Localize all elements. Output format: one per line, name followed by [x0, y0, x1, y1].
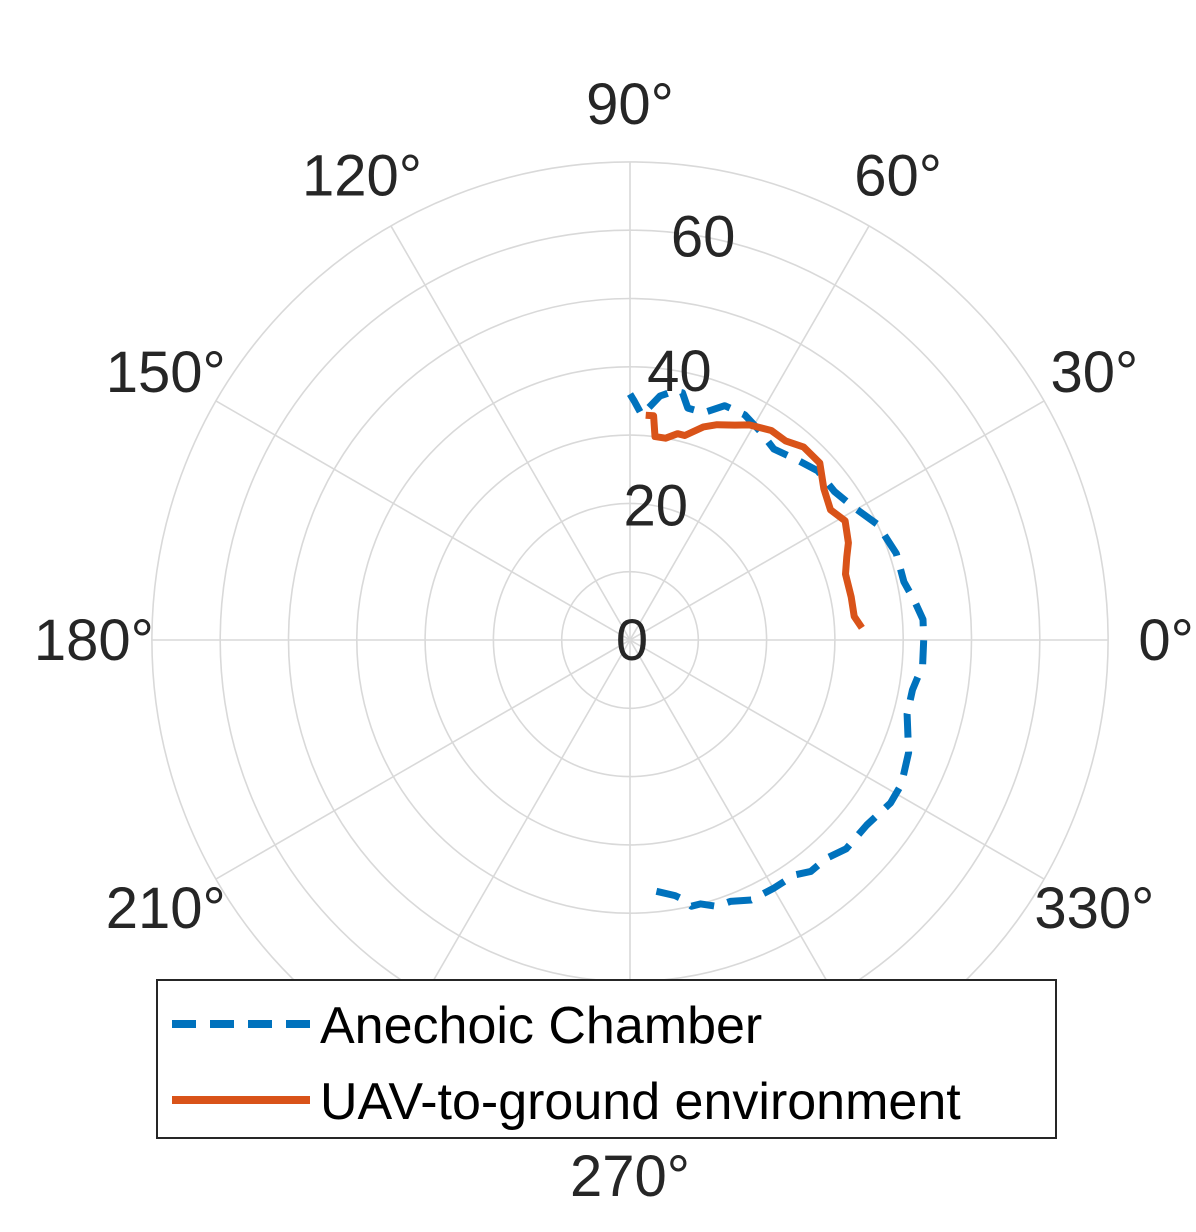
grid-spoke-120: [390, 225, 631, 641]
legend: Anechoic Chamber UAV-to-ground environme…: [156, 979, 1057, 1139]
r-tick-label-20: 20: [623, 473, 688, 538]
r-tick-label-60: 60: [671, 204, 736, 269]
angle-tick-label-120: 120°: [302, 144, 422, 209]
angle-tick-label-150: 150°: [106, 340, 226, 405]
grid-spoke-30: [629, 400, 1045, 641]
grid-spoke-330: [629, 639, 1045, 880]
radial-tick-labels: 0 20 40 60: [616, 204, 736, 673]
angle-tick-label-330: 330°: [1034, 876, 1154, 941]
angle-tick-label-180: 180°: [34, 608, 154, 673]
angle-tick-label-30: 30°: [1050, 340, 1138, 405]
series-line-0: [627, 387, 928, 910]
angle-tick-label-60: 60°: [854, 144, 942, 209]
r-tick-label-0: 0: [616, 608, 648, 673]
grid-spoke-150: [215, 400, 631, 641]
grid-spoke-60: [629, 225, 870, 641]
legend-label-uav-to-ground: UAV-to-ground environment: [320, 1073, 961, 1131]
angle-tick-label-210: 210°: [106, 876, 226, 941]
angle-tick-label-270: 270°: [570, 1144, 690, 1209]
series-layer: [627, 387, 928, 910]
r-tick-label-40: 40: [647, 339, 712, 404]
legend-label-anechoic-chamber: Anechoic Chamber: [320, 997, 762, 1055]
angle-tick-label-90: 90°: [586, 72, 674, 137]
legend-box: [156, 979, 1057, 1139]
series-line-1: [645, 411, 865, 630]
angle-tick-label-0: 0°: [1138, 608, 1193, 673]
grid-spoke-210: [215, 639, 631, 880]
